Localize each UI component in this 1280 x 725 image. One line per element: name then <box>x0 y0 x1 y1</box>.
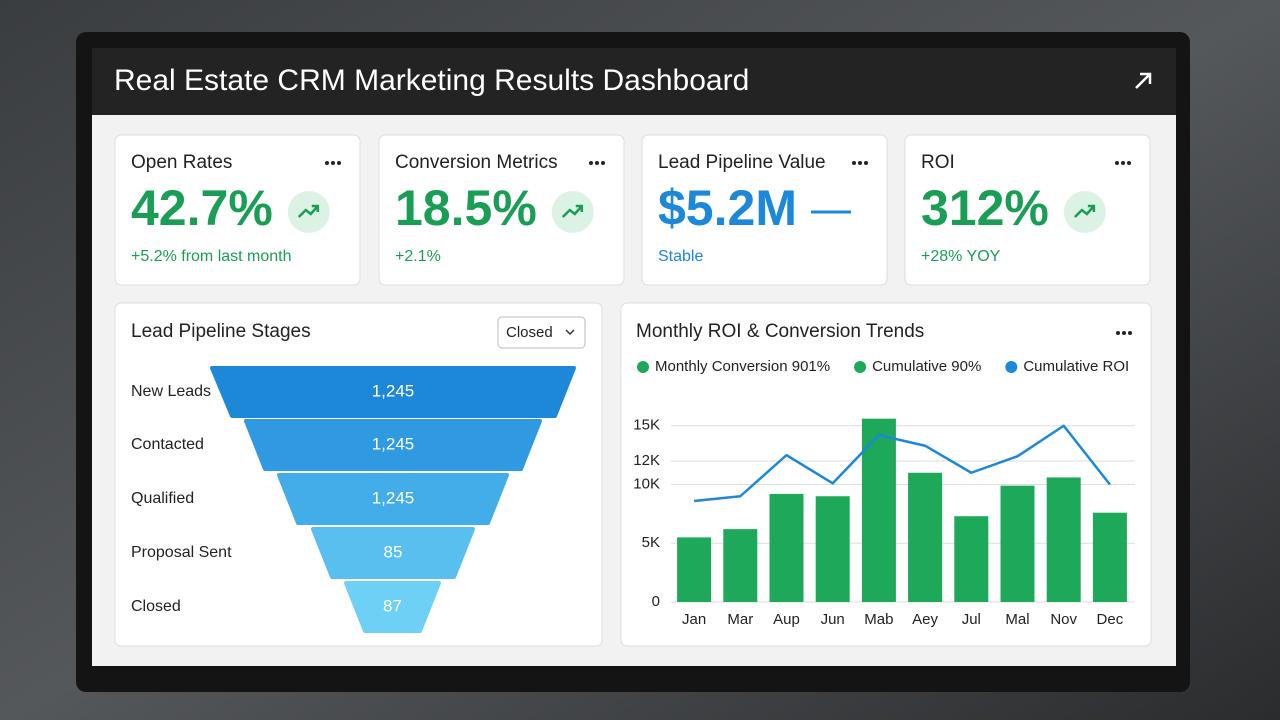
bar <box>861 418 896 602</box>
x-tick-label: Jul <box>962 611 981 628</box>
filter-value[interactable]: Closed <box>506 324 553 341</box>
kpi-menu-dot[interactable] <box>1127 161 1131 165</box>
kpi-card <box>641 134 888 286</box>
bar <box>677 537 712 602</box>
stage-value: 1,245 <box>372 381 415 400</box>
x-tick-label: Jan <box>682 611 706 628</box>
kpi-value: $5.2M <box>658 180 797 236</box>
kpi-menu-dot[interactable] <box>864 161 868 165</box>
kpi-card <box>378 134 625 286</box>
kpi-title: Lead Pipeline Value <box>658 152 826 173</box>
bar <box>1000 485 1035 602</box>
kpi-menu-dot[interactable] <box>858 161 862 165</box>
trend-up-icon <box>297 204 320 218</box>
stage-value: 1,245 <box>372 488 415 507</box>
kpi-value: 18.5% <box>395 180 537 236</box>
kpi-menu-dot[interactable] <box>1115 161 1119 165</box>
stage-label: Qualified <box>131 490 194 507</box>
x-tick-label: Mar <box>727 611 753 628</box>
kpi-menu-dot[interactable] <box>601 161 605 165</box>
y-tick-label: 12K <box>633 452 660 469</box>
kpi-title: Conversion Metrics <box>395 152 558 173</box>
kpi-menu-dot[interactable] <box>1121 161 1125 165</box>
bar <box>723 529 758 602</box>
kpi-menu-dot[interactable] <box>337 161 341 165</box>
x-tick-label: Aup <box>773 611 800 628</box>
trend-up-icon <box>561 204 584 218</box>
kpi-card <box>114 134 361 286</box>
kpi-value: 312% <box>921 180 1049 236</box>
funnel-stage <box>311 527 475 579</box>
kpi-delta: Stable <box>658 248 703 265</box>
stage-value: 85 <box>384 542 403 561</box>
x-tick-label: Mal <box>1005 611 1029 628</box>
filter-dropdown[interactable] <box>497 316 586 349</box>
x-tick-label: Nov <box>1050 611 1077 628</box>
dropdown-caret <box>565 329 575 336</box>
chart-title: Monthly ROI & Conversion Trends <box>636 321 924 342</box>
legend-marker <box>637 361 649 373</box>
y-tick-label: 15K <box>633 417 660 434</box>
header-bar <box>92 48 1176 115</box>
legend-label: Cumulative 90% <box>872 358 981 375</box>
dashboard-title: Real Estate CRM Marketing Results Dashbo… <box>114 64 749 97</box>
x-tick-label: Jun <box>821 611 845 628</box>
expand-icon[interactable] <box>1135 72 1152 89</box>
funnel-stage <box>210 366 576 418</box>
kpi-menu-dot[interactable] <box>852 161 856 165</box>
stage-value: 1,245 <box>372 434 415 453</box>
y-tick-label: 0 <box>652 593 660 610</box>
kpi-delta: +2.1% <box>395 248 441 265</box>
line-series <box>693 424 1111 503</box>
chart-menu[interactable] <box>1116 331 1132 335</box>
y-tick-label: 10K <box>633 475 660 492</box>
kpi-title: ROI <box>921 152 955 173</box>
stage-label: Proposal Sent <box>131 544 232 561</box>
kpi-delta: +5.2% from last month <box>131 248 292 265</box>
kpi-menu-dot[interactable] <box>331 161 335 165</box>
stage-value: 87 <box>383 596 402 615</box>
x-tick-label: Aey <box>912 611 938 628</box>
kpi-value: 42.7% <box>131 180 273 236</box>
legend-label: Monthly Conversion 901% <box>655 358 830 375</box>
kpi-menu-dot[interactable] <box>595 161 599 165</box>
funnel-stage <box>244 419 542 471</box>
bar <box>815 496 850 602</box>
x-tick-label: Mab <box>864 611 893 628</box>
kpi-delta: +28% YOY <box>921 248 1001 265</box>
stage-label: Contacted <box>131 436 204 453</box>
bar <box>769 493 804 602</box>
trend-up-icon <box>1074 204 1096 218</box>
kpi-title: Open Rates <box>131 152 232 173</box>
kpi-menu-dot[interactable] <box>589 161 593 165</box>
x-tick-label: Dec <box>1097 611 1124 628</box>
stage-label: New Leads <box>131 383 211 400</box>
bar <box>908 472 943 602</box>
funnel-title: Lead Pipeline Stages <box>131 321 311 342</box>
legend-label: Cumulative ROI <box>1023 358 1129 375</box>
kpi-card <box>904 134 1151 286</box>
funnel-stage <box>344 581 441 633</box>
stage-label: Closed <box>131 598 181 615</box>
bar <box>1046 477 1081 602</box>
kpi-menu-dot[interactable] <box>325 161 329 165</box>
legend-marker <box>1005 361 1018 373</box>
bar <box>1092 512 1127 602</box>
y-tick-label: 5K <box>642 534 660 551</box>
legend-marker <box>854 361 867 373</box>
funnel-stage <box>277 473 509 525</box>
bar <box>954 516 989 602</box>
